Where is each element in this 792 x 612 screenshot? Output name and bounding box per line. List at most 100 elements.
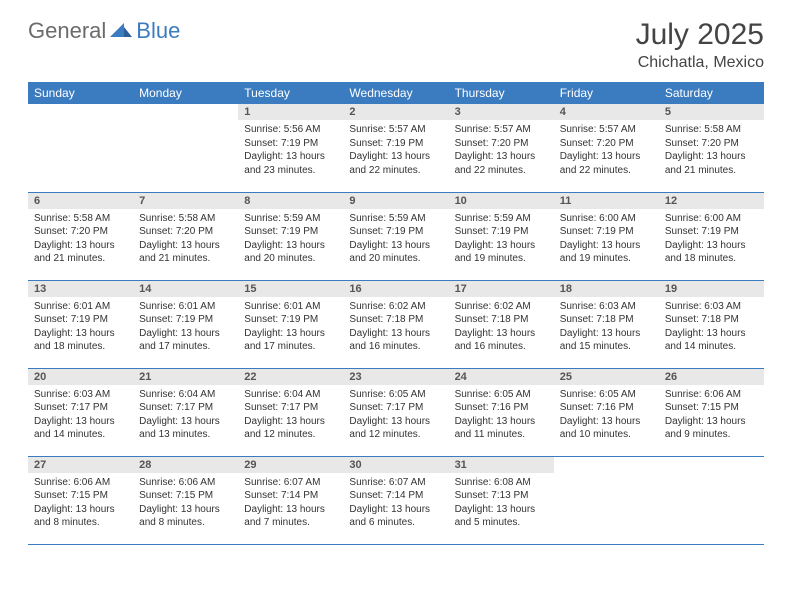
day-details: Sunrise: 5:57 AMSunset: 7:20 PMDaylight:… (449, 120, 554, 181)
day-number: 2 (343, 104, 448, 120)
calendar-cell: 17Sunrise: 6:02 AMSunset: 7:18 PMDayligh… (449, 280, 554, 368)
calendar-cell: 15Sunrise: 6:01 AMSunset: 7:19 PMDayligh… (238, 280, 343, 368)
calendar-cell (554, 456, 659, 544)
calendar-cell: 25Sunrise: 6:05 AMSunset: 7:16 PMDayligh… (554, 368, 659, 456)
calendar-cell: 2Sunrise: 5:57 AMSunset: 7:19 PMDaylight… (343, 104, 448, 192)
calendar-row: 6Sunrise: 5:58 AMSunset: 7:20 PMDaylight… (28, 192, 764, 280)
calendar-cell: 13Sunrise: 6:01 AMSunset: 7:19 PMDayligh… (28, 280, 133, 368)
calendar-cell: 26Sunrise: 6:06 AMSunset: 7:15 PMDayligh… (659, 368, 764, 456)
calendar-row: 27Sunrise: 6:06 AMSunset: 7:15 PMDayligh… (28, 456, 764, 544)
calendar-cell: 11Sunrise: 6:00 AMSunset: 7:19 PMDayligh… (554, 192, 659, 280)
day-number: 7 (133, 193, 238, 209)
location: Chichatla, Mexico (636, 54, 764, 72)
calendar-cell (133, 104, 238, 192)
day-details: Sunrise: 6:05 AMSunset: 7:17 PMDaylight:… (343, 385, 448, 446)
day-details: Sunrise: 6:06 AMSunset: 7:15 PMDaylight:… (659, 385, 764, 446)
logo-text-general: General (28, 18, 106, 44)
logo-triangle-icon (110, 21, 132, 42)
calendar-cell: 7Sunrise: 5:58 AMSunset: 7:20 PMDaylight… (133, 192, 238, 280)
calendar-cell: 10Sunrise: 5:59 AMSunset: 7:19 PMDayligh… (449, 192, 554, 280)
day-number: 10 (449, 193, 554, 209)
day-number: 15 (238, 281, 343, 297)
day-number: 31 (449, 457, 554, 473)
day-details: Sunrise: 5:59 AMSunset: 7:19 PMDaylight:… (449, 209, 554, 270)
day-number: 23 (343, 369, 448, 385)
calendar-cell (28, 104, 133, 192)
calendar-cell: 8Sunrise: 5:59 AMSunset: 7:19 PMDaylight… (238, 192, 343, 280)
calendar-cell: 19Sunrise: 6:03 AMSunset: 7:18 PMDayligh… (659, 280, 764, 368)
calendar-cell: 23Sunrise: 6:05 AMSunset: 7:17 PMDayligh… (343, 368, 448, 456)
day-number: 27 (28, 457, 133, 473)
calendar-cell: 20Sunrise: 6:03 AMSunset: 7:17 PMDayligh… (28, 368, 133, 456)
day-details: Sunrise: 6:05 AMSunset: 7:16 PMDaylight:… (449, 385, 554, 446)
calendar-cell: 1Sunrise: 5:56 AMSunset: 7:19 PMDaylight… (238, 104, 343, 192)
day-number: 6 (28, 193, 133, 209)
calendar-cell: 18Sunrise: 6:03 AMSunset: 7:18 PMDayligh… (554, 280, 659, 368)
calendar-row: 13Sunrise: 6:01 AMSunset: 7:19 PMDayligh… (28, 280, 764, 368)
calendar-cell: 12Sunrise: 6:00 AMSunset: 7:19 PMDayligh… (659, 192, 764, 280)
day-details: Sunrise: 6:01 AMSunset: 7:19 PMDaylight:… (238, 297, 343, 358)
day-details: Sunrise: 5:58 AMSunset: 7:20 PMDaylight:… (28, 209, 133, 270)
calendar-cell: 30Sunrise: 6:07 AMSunset: 7:14 PMDayligh… (343, 456, 448, 544)
day-number: 17 (449, 281, 554, 297)
day-details: Sunrise: 5:58 AMSunset: 7:20 PMDaylight:… (133, 209, 238, 270)
day-details: Sunrise: 6:01 AMSunset: 7:19 PMDaylight:… (28, 297, 133, 358)
calendar-cell: 28Sunrise: 6:06 AMSunset: 7:15 PMDayligh… (133, 456, 238, 544)
calendar-body: 1Sunrise: 5:56 AMSunset: 7:19 PMDaylight… (28, 104, 764, 544)
day-details: Sunrise: 5:56 AMSunset: 7:19 PMDaylight:… (238, 120, 343, 181)
weekday-header: Friday (554, 82, 659, 104)
month-title: July 2025 (636, 18, 764, 52)
day-details: Sunrise: 6:05 AMSunset: 7:16 PMDaylight:… (554, 385, 659, 446)
calendar-cell: 31Sunrise: 6:08 AMSunset: 7:13 PMDayligh… (449, 456, 554, 544)
day-number: 21 (133, 369, 238, 385)
calendar-cell: 3Sunrise: 5:57 AMSunset: 7:20 PMDaylight… (449, 104, 554, 192)
day-details: Sunrise: 6:00 AMSunset: 7:19 PMDaylight:… (659, 209, 764, 270)
day-number: 29 (238, 457, 343, 473)
day-number: 8 (238, 193, 343, 209)
logo-text-blue: Blue (136, 18, 180, 44)
day-details: Sunrise: 6:02 AMSunset: 7:18 PMDaylight:… (449, 297, 554, 358)
day-number: 14 (133, 281, 238, 297)
calendar-cell: 27Sunrise: 6:06 AMSunset: 7:15 PMDayligh… (28, 456, 133, 544)
day-number: 26 (659, 369, 764, 385)
calendar-cell: 21Sunrise: 6:04 AMSunset: 7:17 PMDayligh… (133, 368, 238, 456)
weekday-header: Thursday (449, 82, 554, 104)
day-number: 28 (133, 457, 238, 473)
day-details: Sunrise: 5:59 AMSunset: 7:19 PMDaylight:… (238, 209, 343, 270)
day-number: 20 (28, 369, 133, 385)
day-number: 13 (28, 281, 133, 297)
weekday-header: Saturday (659, 82, 764, 104)
day-number: 4 (554, 104, 659, 120)
calendar-cell: 29Sunrise: 6:07 AMSunset: 7:14 PMDayligh… (238, 456, 343, 544)
header: General Blue July 2025 Chichatla, Mexico (28, 18, 764, 72)
calendar-row: 1Sunrise: 5:56 AMSunset: 7:19 PMDaylight… (28, 104, 764, 192)
calendar-cell: 9Sunrise: 5:59 AMSunset: 7:19 PMDaylight… (343, 192, 448, 280)
day-number: 24 (449, 369, 554, 385)
day-details: Sunrise: 5:58 AMSunset: 7:20 PMDaylight:… (659, 120, 764, 181)
calendar-row: 20Sunrise: 6:03 AMSunset: 7:17 PMDayligh… (28, 368, 764, 456)
calendar-cell: 5Sunrise: 5:58 AMSunset: 7:20 PMDaylight… (659, 104, 764, 192)
logo: General Blue (28, 18, 180, 44)
day-details: Sunrise: 6:08 AMSunset: 7:13 PMDaylight:… (449, 473, 554, 534)
day-number: 1 (238, 104, 343, 120)
calendar-cell: 22Sunrise: 6:04 AMSunset: 7:17 PMDayligh… (238, 368, 343, 456)
day-number: 22 (238, 369, 343, 385)
day-details: Sunrise: 6:04 AMSunset: 7:17 PMDaylight:… (238, 385, 343, 446)
day-number: 19 (659, 281, 764, 297)
day-details: Sunrise: 6:07 AMSunset: 7:14 PMDaylight:… (238, 473, 343, 534)
weekday-header: Monday (133, 82, 238, 104)
day-details: Sunrise: 6:07 AMSunset: 7:14 PMDaylight:… (343, 473, 448, 534)
day-details: Sunrise: 6:03 AMSunset: 7:18 PMDaylight:… (659, 297, 764, 358)
day-details: Sunrise: 6:04 AMSunset: 7:17 PMDaylight:… (133, 385, 238, 446)
day-number: 12 (659, 193, 764, 209)
day-details: Sunrise: 6:06 AMSunset: 7:15 PMDaylight:… (133, 473, 238, 534)
weekday-header-row: Sunday Monday Tuesday Wednesday Thursday… (28, 82, 764, 104)
weekday-header: Sunday (28, 82, 133, 104)
day-details: Sunrise: 5:57 AMSunset: 7:19 PMDaylight:… (343, 120, 448, 181)
calendar-cell (659, 456, 764, 544)
day-number: 25 (554, 369, 659, 385)
day-details: Sunrise: 6:01 AMSunset: 7:19 PMDaylight:… (133, 297, 238, 358)
day-details: Sunrise: 6:02 AMSunset: 7:18 PMDaylight:… (343, 297, 448, 358)
day-number: 30 (343, 457, 448, 473)
day-details: Sunrise: 6:06 AMSunset: 7:15 PMDaylight:… (28, 473, 133, 534)
